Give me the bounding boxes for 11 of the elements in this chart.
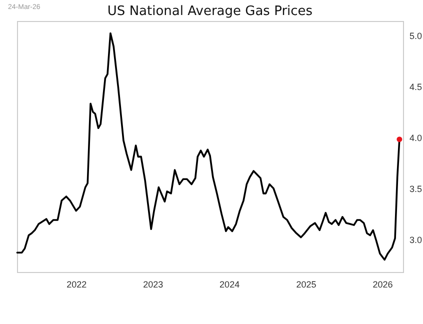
x-tick-label: 2024	[220, 280, 240, 290]
x-tick-label: 2022	[66, 280, 87, 290]
chart-title: US National Average Gas Prices	[107, 4, 313, 19]
y-tick-label: 4.5	[410, 82, 422, 92]
y-tick-label: 4.0	[410, 132, 422, 143]
y-tick-label: 3.5	[410, 184, 422, 194]
x-tick-label: 2025	[296, 280, 316, 290]
x-tick-label: 2023	[143, 280, 164, 290]
y-tick-label: 5.0	[410, 30, 422, 41]
x-tick-label: 2026	[372, 280, 393, 290]
y-tick-label: 3.0	[410, 234, 422, 245]
